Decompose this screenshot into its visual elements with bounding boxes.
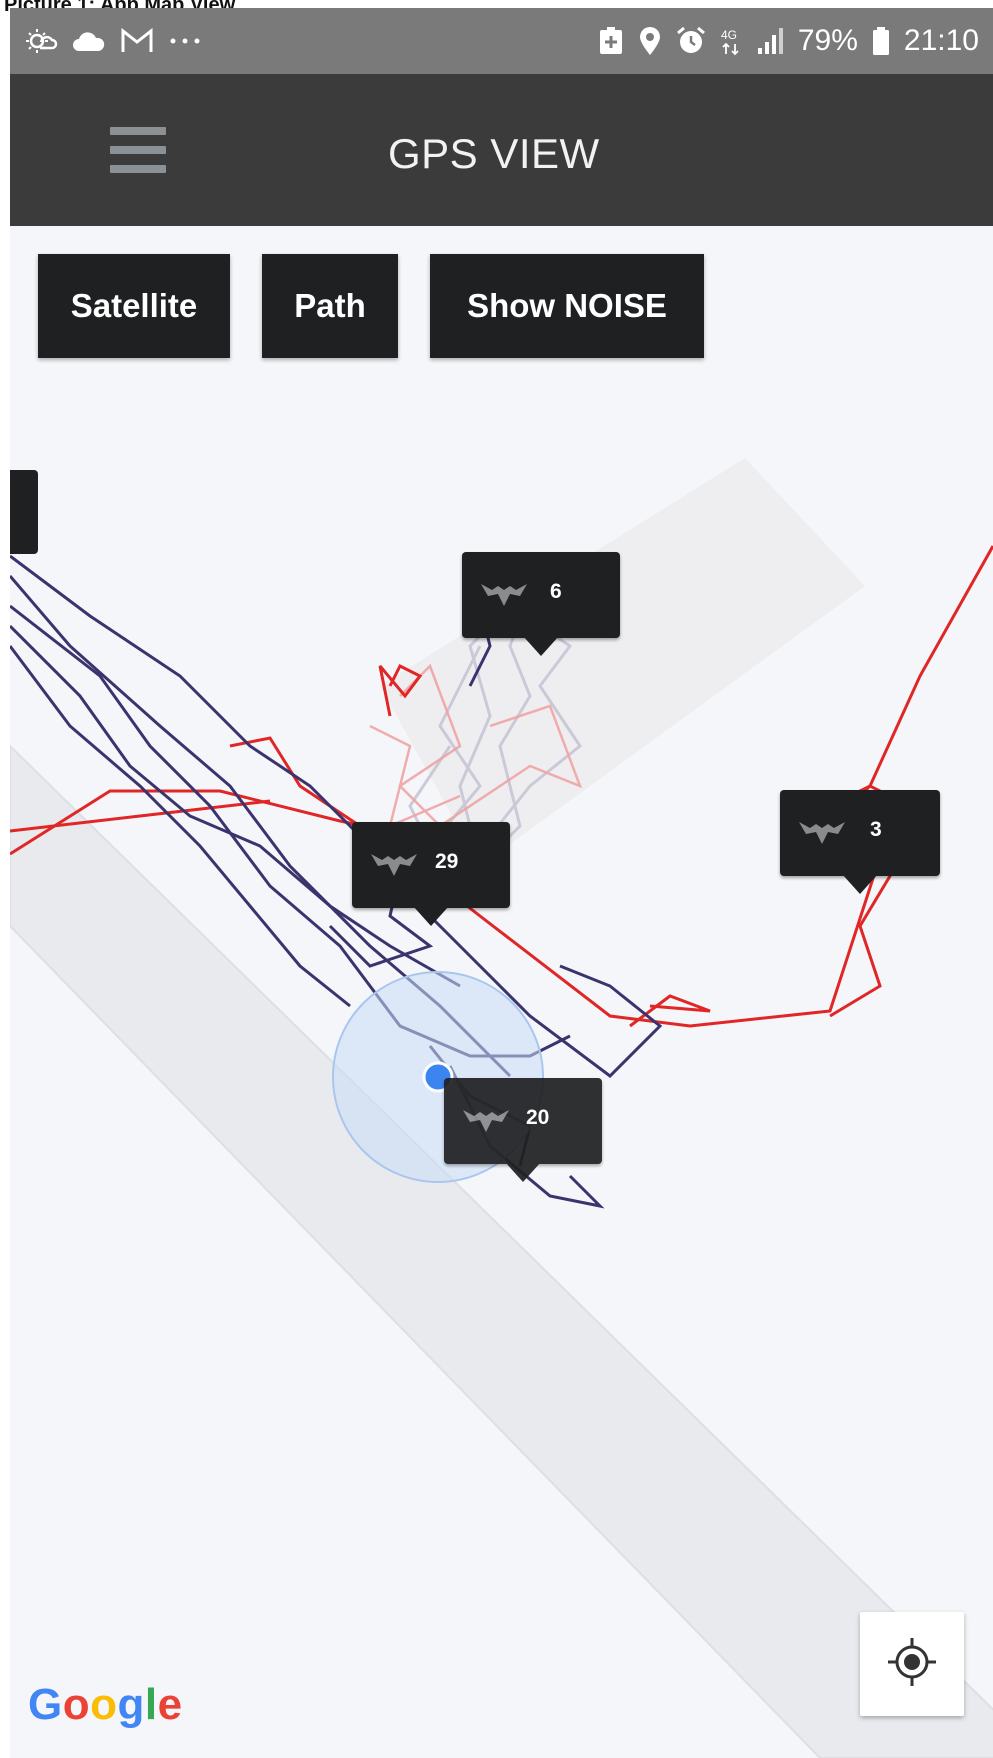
clock-time: 21:10 bbox=[903, 24, 979, 57]
cloud-icon bbox=[72, 29, 106, 53]
offscreen-marker[interactable] bbox=[10, 470, 38, 554]
bat-count: 20 bbox=[526, 1106, 550, 1129]
my-location-button[interactable] bbox=[860, 1612, 964, 1716]
bat-marker[interactable]: 6 bbox=[462, 552, 620, 656]
status-bar: 4G 79% 21:10 bbox=[10, 8, 993, 74]
google-logo-letter: g bbox=[117, 1680, 145, 1729]
show-noise-button[interactable]: Show NOISE bbox=[430, 254, 704, 358]
hamburger-menu-icon[interactable] bbox=[110, 122, 166, 178]
bat-count: 29 bbox=[435, 850, 459, 873]
my-location-icon bbox=[882, 1632, 942, 1697]
google-logo-letter: l bbox=[144, 1680, 158, 1729]
bat-marker[interactable]: 29 bbox=[352, 822, 510, 926]
location-pin-icon bbox=[638, 26, 662, 56]
map-view[interactable]: Satellite Path Show NOISE 6 29 3 20 Goog… bbox=[10, 226, 993, 1758]
page-title: GPS VIEW bbox=[388, 130, 600, 177]
battery-icon bbox=[872, 26, 890, 56]
weather-icon bbox=[24, 26, 58, 56]
noise-area-shading bbox=[380, 458, 865, 866]
battery-saver-icon bbox=[598, 26, 624, 56]
google-logo-letter: o bbox=[90, 1680, 118, 1729]
alarm-icon bbox=[676, 26, 706, 56]
network-4g-icon: 4G bbox=[720, 26, 742, 56]
road-diagonal bbox=[10, 744, 993, 1758]
bat-marker[interactable]: 20 bbox=[444, 1078, 602, 1182]
battery-percent: 79% bbox=[797, 24, 858, 57]
google-logo-letter: G bbox=[28, 1680, 63, 1729]
app-bar: GPS VIEW bbox=[10, 74, 993, 226]
bat-count: 6 bbox=[550, 580, 562, 603]
map-canvas[interactable] bbox=[10, 226, 993, 1758]
bat-icon bbox=[480, 578, 528, 613]
bat-icon bbox=[462, 1104, 510, 1139]
gmail-icon bbox=[120, 28, 154, 54]
signal-icon bbox=[756, 26, 784, 56]
bat-marker[interactable]: 3 bbox=[780, 790, 940, 894]
satellite-button[interactable]: Satellite bbox=[38, 254, 230, 358]
svg-text:4G: 4G bbox=[721, 28, 737, 42]
bat-icon bbox=[370, 848, 418, 883]
bat-icon bbox=[798, 816, 846, 851]
google-logo: Google bbox=[28, 1680, 183, 1730]
bat-count: 3 bbox=[870, 818, 882, 841]
path-button[interactable]: Path bbox=[262, 254, 398, 358]
google-logo-letter: e bbox=[157, 1680, 183, 1729]
more-dots-icon bbox=[168, 36, 202, 46]
google-logo-letter: o bbox=[62, 1680, 91, 1729]
